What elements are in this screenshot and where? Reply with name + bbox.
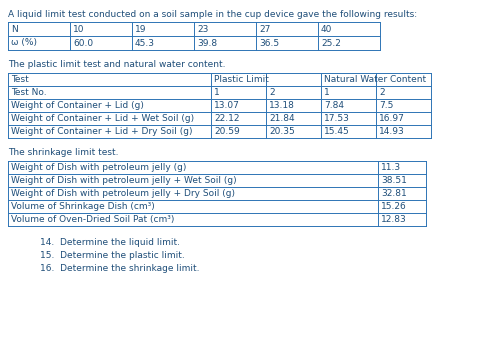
Text: 1: 1 [214,88,220,97]
Text: ω (%): ω (%) [11,39,37,48]
Text: 19: 19 [135,24,146,33]
Text: 27: 27 [259,24,270,33]
Text: 10: 10 [73,24,85,33]
Text: 1: 1 [324,88,330,97]
Text: 23: 23 [197,24,208,33]
Text: 21.84: 21.84 [269,114,295,123]
Text: A liquid limit test conducted on a soil sample in the cup device gave the follow: A liquid limit test conducted on a soil … [8,10,417,19]
Text: 7.84: 7.84 [324,101,344,110]
Text: 7.5: 7.5 [379,101,393,110]
Text: 17.53: 17.53 [324,114,350,123]
Text: Volume of Shrinkage Dish (cm³): Volume of Shrinkage Dish (cm³) [11,202,155,211]
Text: 22.12: 22.12 [214,114,240,123]
Text: 16.97: 16.97 [379,114,405,123]
Text: 11.3: 11.3 [381,163,401,172]
Text: 12.83: 12.83 [381,215,407,224]
Text: Test No.: Test No. [11,88,47,97]
Text: The shrinkage limit test.: The shrinkage limit test. [8,148,119,157]
Text: Weight of Dish with petroleum jelly + Wet Soil (g): Weight of Dish with petroleum jelly + We… [11,176,237,185]
Text: 60.0: 60.0 [73,39,93,48]
Text: 2: 2 [269,88,275,97]
Text: 20.59: 20.59 [214,127,240,136]
Text: 2: 2 [379,88,384,97]
Text: Weight of Container + Lid (g): Weight of Container + Lid (g) [11,101,144,110]
Text: 15.45: 15.45 [324,127,350,136]
Text: 32.81: 32.81 [381,189,407,198]
Text: Natural Water Content: Natural Water Content [324,75,426,84]
Text: 25.2: 25.2 [321,39,341,48]
Text: Volume of Oven-Dried Soil Pat (cm³): Volume of Oven-Dried Soil Pat (cm³) [11,215,174,224]
Text: The plastic limit test and natural water content.: The plastic limit test and natural water… [8,60,226,69]
Text: 14.93: 14.93 [379,127,405,136]
Text: 36.5: 36.5 [259,39,279,48]
Text: 40: 40 [321,24,332,33]
Text: Weight of Dish with petroleum jelly (g): Weight of Dish with petroleum jelly (g) [11,163,186,172]
Text: Weight of Dish with petroleum jelly + Dry Soil (g): Weight of Dish with petroleum jelly + Dr… [11,189,235,198]
Text: 20.35: 20.35 [269,127,295,136]
Text: 13.07: 13.07 [214,101,240,110]
Text: 13.18: 13.18 [269,101,295,110]
Text: N: N [11,24,18,33]
Text: Test: Test [11,75,29,84]
Text: 39.8: 39.8 [197,39,217,48]
Text: 45.3: 45.3 [135,39,155,48]
Text: 38.51: 38.51 [381,176,407,185]
Text: 16.  Determine the shrinkage limit.: 16. Determine the shrinkage limit. [40,264,199,273]
Text: Weight of Container + Lid + Wet Soil (g): Weight of Container + Lid + Wet Soil (g) [11,114,194,123]
Text: 15.26: 15.26 [381,202,407,211]
Text: Plastic Limit: Plastic Limit [214,75,269,84]
Text: Weight of Container + Lid + Dry Soil (g): Weight of Container + Lid + Dry Soil (g) [11,127,192,136]
Text: 15.  Determine the plastic limit.: 15. Determine the plastic limit. [40,251,185,260]
Text: 14.  Determine the liquid limit.: 14. Determine the liquid limit. [40,238,180,247]
